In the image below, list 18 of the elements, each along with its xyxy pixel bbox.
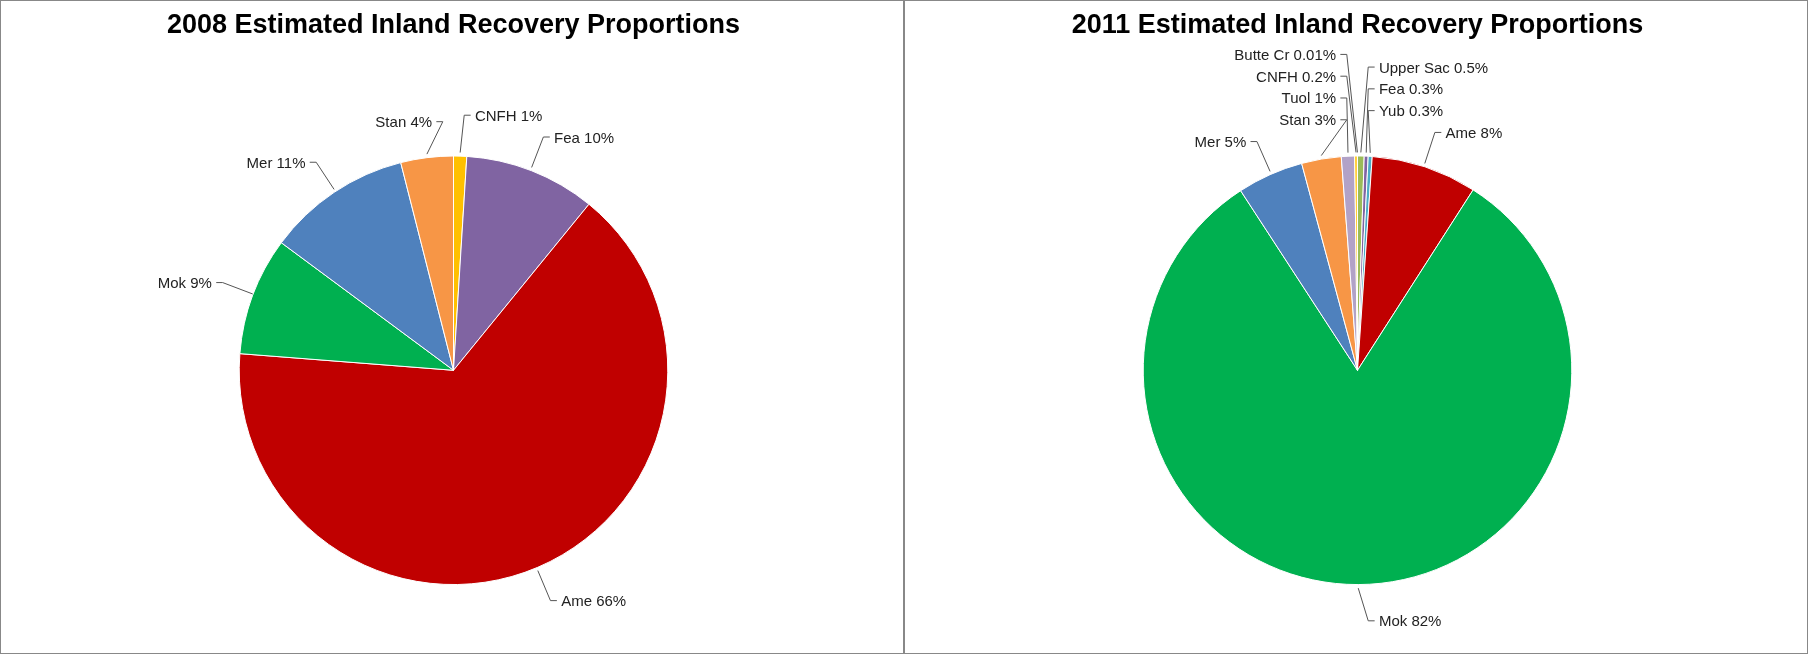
slice-label: Mok 9% [157,274,212,292]
chart-title: 2011 Estimated Inland Recovery Proportions [1071,8,1644,39]
slice-label: Mer 5% [1194,133,1247,151]
slice-label: CNFH 1% [474,106,543,124]
slice-label: Mer 11% [246,153,306,171]
chart-title: 2008 Estimated Inland Recovery Proportions [166,8,741,39]
slice-label: Ame 66% [561,592,627,610]
slice-label: CNFH 0.2% [1256,67,1337,85]
slice-label: Fea 0.3% [1378,80,1444,98]
slice-label: Fea 10% [554,128,615,146]
slice-label: Tuol 1% [1281,89,1337,107]
slice-label: Upper Sac 0.5% [1378,58,1489,76]
slice-label: Mok 82% [1378,612,1442,630]
slice-label: Butte Cr 0.01% [1234,45,1337,63]
slice-label: Ame 8% [1445,123,1503,141]
slice-label: Stan 3% [1279,111,1337,129]
slice-label: Stan 4% [375,113,433,131]
slice-label: Yub 0.3% [1378,102,1444,120]
